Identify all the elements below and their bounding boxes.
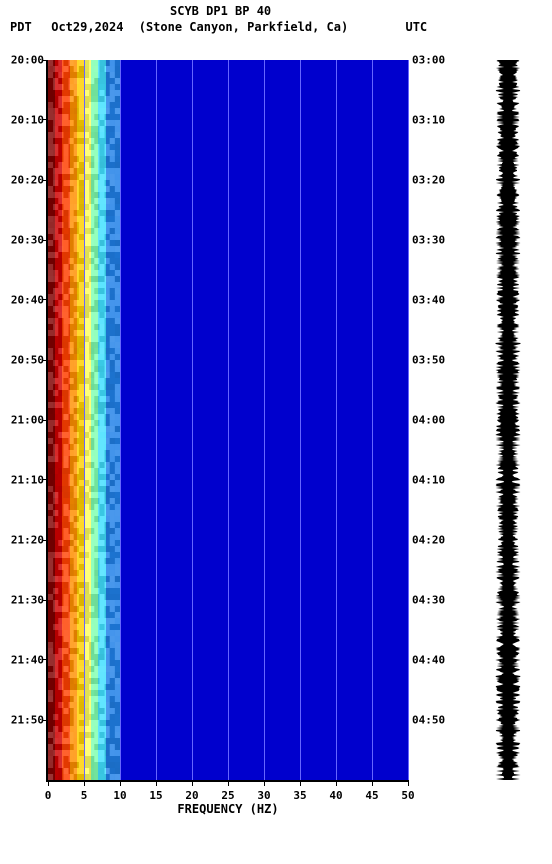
ytick-left-label: 20:40 bbox=[2, 293, 44, 306]
ytick-right-label: 03:50 bbox=[412, 354, 456, 367]
xtick bbox=[336, 780, 337, 786]
gridline-vertical bbox=[264, 60, 265, 780]
gridline-vertical bbox=[372, 60, 373, 780]
xtick-label: 5 bbox=[81, 789, 88, 802]
waveform-trace bbox=[480, 60, 536, 780]
xtick-label: 35 bbox=[293, 789, 306, 802]
xtick-label: 0 bbox=[45, 789, 52, 802]
xtick-label: 10 bbox=[113, 789, 126, 802]
xtick bbox=[300, 780, 301, 786]
ytick-right-label: 04:50 bbox=[412, 714, 456, 727]
xtick bbox=[192, 780, 193, 786]
ytick-right-label: 04:40 bbox=[412, 653, 456, 666]
xtick bbox=[120, 780, 121, 786]
ytick-right-label: 04:20 bbox=[412, 534, 456, 547]
gridline-vertical bbox=[156, 60, 157, 780]
ytick-left-label: 21:10 bbox=[2, 473, 44, 486]
location: (Stone Canyon, Parkfield, Ca) bbox=[139, 20, 349, 34]
waveform-svg bbox=[480, 60, 536, 780]
ytick-right-label: 03:00 bbox=[412, 54, 456, 67]
xtick-label: 15 bbox=[149, 789, 162, 802]
xtick-label: 20 bbox=[185, 789, 198, 802]
spectrogram-plot: FREQUENCY (HZ) 0510152025303540455020:00… bbox=[46, 60, 408, 782]
station-title: SCYB DP1 BP 40 bbox=[170, 4, 271, 18]
ytick-left-label: 21:50 bbox=[2, 714, 44, 727]
xtick-label: 40 bbox=[329, 789, 342, 802]
xtick-label: 30 bbox=[257, 789, 270, 802]
xtick-label: 50 bbox=[401, 789, 414, 802]
ytick-right-label: 03:10 bbox=[412, 113, 456, 126]
ytick-left-label: 21:30 bbox=[2, 594, 44, 607]
gridline-vertical bbox=[300, 60, 301, 780]
xtick bbox=[264, 780, 265, 786]
gridline-vertical bbox=[228, 60, 229, 780]
gridline-vertical bbox=[192, 60, 193, 780]
gridline-vertical bbox=[120, 60, 121, 780]
ytick-left-label: 21:20 bbox=[2, 534, 44, 547]
xtick bbox=[228, 780, 229, 786]
gridline-vertical bbox=[336, 60, 337, 780]
ytick-left-label: 20:10 bbox=[2, 113, 44, 126]
xtick bbox=[372, 780, 373, 786]
tz-left: PDT bbox=[10, 20, 40, 34]
ytick-left-label: 21:00 bbox=[2, 414, 44, 427]
xtick bbox=[408, 780, 409, 786]
xtick-label: 45 bbox=[365, 789, 378, 802]
date: Oct29,2024 bbox=[51, 20, 123, 34]
ytick-left-label: 20:30 bbox=[2, 234, 44, 247]
xtick-label: 25 bbox=[221, 789, 234, 802]
ytick-right-label: 04:30 bbox=[412, 594, 456, 607]
ytick-left-label: 20:00 bbox=[2, 54, 44, 67]
xtick bbox=[156, 780, 157, 786]
ytick-left-label: 20:20 bbox=[2, 174, 44, 187]
ytick-right-label: 04:00 bbox=[412, 414, 456, 427]
ytick-right-label: 03:30 bbox=[412, 234, 456, 247]
tz-right: UTC bbox=[405, 20, 427, 34]
ytick-left-label: 20:50 bbox=[2, 354, 44, 367]
xtick bbox=[84, 780, 85, 786]
gridline-vertical bbox=[408, 60, 409, 780]
header-line2: PDT Oct29,2024 (Stone Canyon, Parkfield,… bbox=[10, 20, 427, 34]
gridline-vertical bbox=[84, 60, 85, 780]
ytick-left-label: 21:40 bbox=[2, 653, 44, 666]
ytick-right-label: 03:40 bbox=[412, 293, 456, 306]
xaxis-title: FREQUENCY (HZ) bbox=[48, 802, 408, 816]
ytick-right-label: 03:20 bbox=[412, 174, 456, 187]
xtick bbox=[48, 780, 49, 786]
ytick-right-label: 04:10 bbox=[412, 473, 456, 486]
